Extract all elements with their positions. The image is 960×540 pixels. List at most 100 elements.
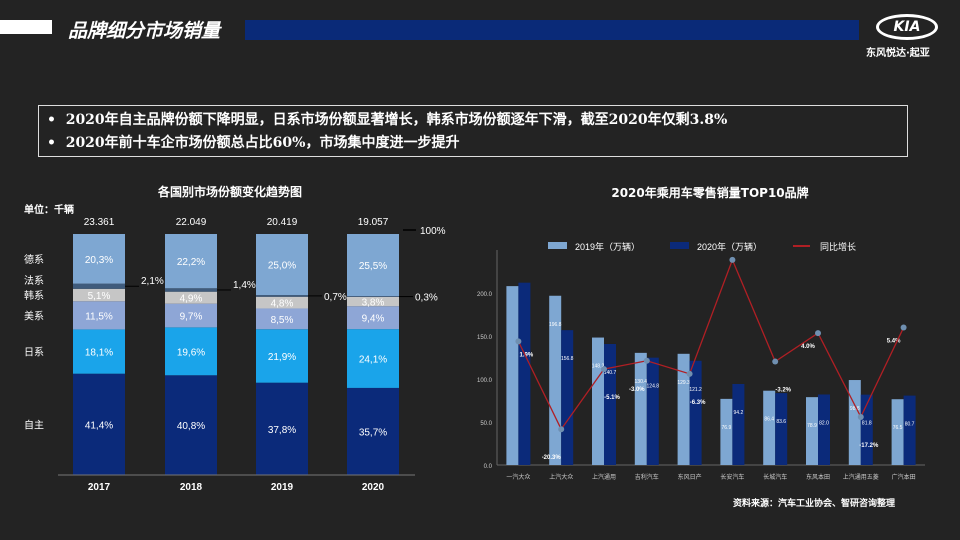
x-tick-label: 东风本田 bbox=[806, 473, 830, 481]
bar-segment-德系 bbox=[73, 234, 125, 284]
total-label: 19.057 bbox=[358, 217, 389, 228]
bar-segment-自主 bbox=[73, 373, 125, 475]
segment-label: 4,8% bbox=[271, 299, 294, 310]
page-title: 品牌细分市场销量 bbox=[68, 20, 221, 42]
bar-value-label: 83.6 bbox=[776, 419, 786, 425]
bar-value-label: 82.0 bbox=[819, 420, 829, 426]
bar-2020 bbox=[775, 393, 788, 465]
bar-value-label: 129.3 bbox=[677, 380, 690, 386]
bar-value-label: 140.7 bbox=[604, 370, 617, 376]
bar-2019 bbox=[848, 380, 861, 465]
left-stacked-chart: 41,4% 自主 18,1% 日系 11,5% 美系 5,1% 韩系 2,1% 法系 20,3% 德系… bbox=[24, 217, 446, 493]
bar-2020 bbox=[646, 357, 659, 465]
bar-segment-美系 bbox=[256, 308, 308, 330]
growth-point bbox=[857, 413, 864, 420]
y-tick-label: 50.0 bbox=[480, 421, 492, 427]
bar-segment-德系 bbox=[165, 234, 217, 289]
bar-2020 bbox=[561, 330, 574, 465]
growth-point bbox=[686, 370, 693, 377]
segment-label: 41,4% bbox=[85, 420, 113, 431]
growth-line bbox=[517, 258, 905, 431]
segment-label: 11,5% bbox=[85, 311, 113, 322]
growth-label: -3.0% bbox=[629, 387, 645, 393]
growth-label: 5.4% bbox=[887, 339, 901, 345]
y-tick-label: 200.0 bbox=[477, 292, 493, 298]
segment-label: 22,2% bbox=[177, 257, 205, 268]
legend-label: 韩系 bbox=[24, 289, 44, 302]
legend-label: 德系 bbox=[24, 253, 44, 266]
logo-subtitle: 东风悦达·起亚 bbox=[866, 48, 930, 59]
legend-swatch bbox=[670, 242, 689, 249]
segment-label: 5,1% bbox=[88, 291, 111, 302]
bar-value-label: 81.8 bbox=[862, 421, 872, 427]
bar-2020 bbox=[860, 394, 873, 465]
bar-2019 bbox=[677, 353, 690, 465]
segment-label: 9,7% bbox=[180, 312, 203, 323]
segment-label: 25,0% bbox=[268, 261, 296, 272]
bar-2020 bbox=[604, 343, 616, 465]
segment-label: 18,1% bbox=[85, 348, 113, 359]
segment-label: 0,3% bbox=[415, 293, 438, 304]
bar-2019 bbox=[720, 398, 733, 465]
bar-segment-韩系 bbox=[73, 288, 125, 302]
bar-segment-法系 bbox=[347, 296, 399, 297]
legend-swatch bbox=[548, 242, 567, 249]
growth-point bbox=[772, 358, 779, 365]
total-label: 22.049 bbox=[176, 217, 207, 228]
bar-segment-自主 bbox=[347, 387, 399, 475]
segment-label: 21,9% bbox=[268, 352, 296, 363]
growth-point bbox=[643, 357, 650, 364]
segment-label: 19,6% bbox=[177, 347, 205, 358]
top-marker: 100% bbox=[420, 226, 446, 237]
bar-segment-韩系 bbox=[165, 291, 217, 304]
bar-value-label: 76.9 bbox=[722, 425, 732, 431]
x-tick-label: 吉利汽车 bbox=[635, 473, 659, 481]
segment-label: 8,5% bbox=[271, 315, 294, 326]
bar-segment-德系 bbox=[256, 234, 308, 296]
bar-value-label: 124.8 bbox=[647, 384, 660, 390]
bar-segment-日系 bbox=[256, 329, 308, 383]
bar-segment-自主 bbox=[256, 382, 308, 475]
left-chart-title: 各国别市场份额变化趋势图 bbox=[157, 185, 302, 199]
x-tick-label: 上汽通用五菱 bbox=[843, 473, 879, 481]
summary-box: • 2020年自主品牌份额下降明显，日系市场份额显著增长，韩系市场份额逐年下滑，… bbox=[38, 105, 908, 157]
kia-logo: KIA bbox=[876, 14, 938, 40]
growth-label: -3.2% bbox=[775, 388, 791, 394]
bar-value-label: 156.8 bbox=[561, 356, 574, 362]
source-note: 资料来源：汽车工业协会、智研咨询整理 bbox=[733, 499, 896, 509]
growth-label: -17.2% bbox=[859, 443, 879, 449]
bar-value-label: 148.2 bbox=[592, 364, 605, 370]
segment-label: 37,8% bbox=[268, 425, 296, 436]
x-tick-label: 2018 bbox=[180, 482, 203, 493]
bar-value-label: 196.8 bbox=[549, 322, 562, 328]
bar-2019 bbox=[592, 337, 604, 465]
bar-2019 bbox=[634, 352, 647, 465]
bar-segment-德系 bbox=[347, 234, 399, 297]
growth-label: -6.3% bbox=[690, 400, 706, 406]
growth-point bbox=[558, 426, 565, 433]
bar-segment-韩系 bbox=[256, 296, 308, 309]
growth-point bbox=[601, 366, 607, 373]
bar-segment-日系 bbox=[347, 329, 399, 388]
bar-value-label: 94.2 bbox=[734, 410, 744, 416]
total-label: 20.419 bbox=[267, 217, 298, 228]
bar-2020 bbox=[689, 360, 702, 465]
bar-2020 bbox=[732, 383, 745, 465]
bullet-item: • 2020年前十车企市场份额总占比60%，市场集中度进一步提升 bbox=[47, 135, 460, 151]
bar-2019 bbox=[506, 286, 519, 465]
legend-label: 同比增长 bbox=[820, 241, 856, 252]
bullet-text: 2020年自主品牌份额下降明显，日系市场份额显著增长，韩系市场份额逐年下滑，截至… bbox=[65, 112, 728, 128]
legend-label: 法系 bbox=[24, 274, 44, 287]
growth-label: 1.9% bbox=[520, 352, 534, 358]
bar-segment-日系 bbox=[73, 329, 125, 374]
bar-2019 bbox=[763, 390, 776, 465]
bar-segment-美系 bbox=[347, 306, 399, 330]
bar-segment-美系 bbox=[165, 303, 217, 328]
bar-value-label: 98.8 bbox=[850, 406, 860, 412]
x-tick-label: 广汽本田 bbox=[892, 473, 916, 481]
legend-label: 2020年（万辆） bbox=[697, 241, 762, 252]
x-tick-label: 长城汽车 bbox=[763, 473, 787, 481]
bar-2020 bbox=[818, 394, 830, 465]
x-tick-label: 东风日产 bbox=[678, 473, 702, 481]
